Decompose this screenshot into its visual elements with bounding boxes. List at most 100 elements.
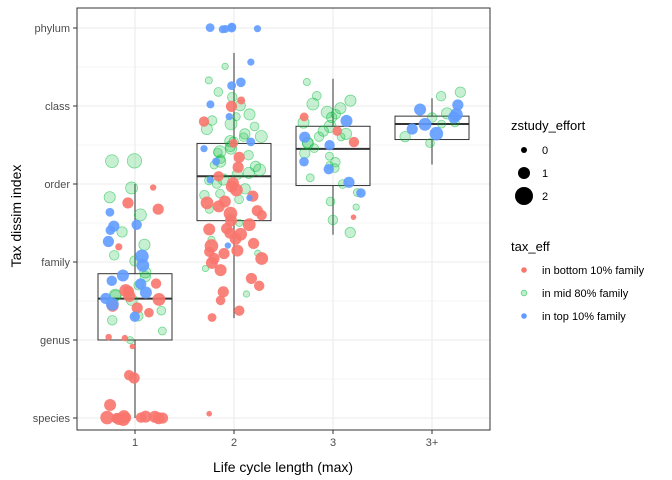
point xyxy=(139,286,152,299)
point xyxy=(152,203,164,215)
point xyxy=(327,214,339,226)
point xyxy=(215,295,226,306)
point xyxy=(103,191,116,204)
point xyxy=(344,94,357,107)
point xyxy=(109,250,120,261)
point xyxy=(206,410,212,417)
point xyxy=(425,138,435,148)
point xyxy=(105,154,119,168)
legend-size-label: 0 xyxy=(542,145,548,157)
point xyxy=(324,139,335,151)
point xyxy=(242,218,256,232)
box xyxy=(97,273,173,341)
point xyxy=(238,132,249,142)
legend-color-key xyxy=(521,267,527,273)
legend-color-key xyxy=(521,313,527,319)
point xyxy=(131,302,143,314)
point xyxy=(429,126,444,141)
point xyxy=(131,219,142,230)
boxplot-3+ xyxy=(394,98,470,165)
point xyxy=(156,305,167,316)
point xyxy=(198,116,210,127)
point xyxy=(317,125,329,137)
point xyxy=(221,62,229,71)
point xyxy=(426,112,438,123)
point xyxy=(236,77,246,88)
legend-size: zstudy_effort 0 1 2 xyxy=(511,118,586,205)
point xyxy=(330,108,341,120)
point xyxy=(221,24,230,33)
point xyxy=(313,131,325,142)
point xyxy=(133,208,147,222)
point xyxy=(255,252,269,265)
point xyxy=(305,173,315,183)
x-axis-title: Life cycle length (max) xyxy=(213,459,353,475)
point xyxy=(343,176,355,188)
point xyxy=(340,114,353,127)
data-points xyxy=(100,22,466,427)
point xyxy=(224,242,232,249)
point xyxy=(218,247,230,260)
point xyxy=(150,278,162,289)
point xyxy=(324,151,334,161)
point xyxy=(233,151,245,163)
point xyxy=(437,119,446,129)
x-tick-label: 2 xyxy=(231,437,237,449)
point xyxy=(212,157,221,166)
point xyxy=(122,197,134,209)
point xyxy=(205,23,215,33)
point xyxy=(414,103,427,116)
panel-border xyxy=(76,7,491,431)
point xyxy=(229,138,238,148)
point xyxy=(253,25,262,33)
point xyxy=(344,226,356,239)
point xyxy=(332,126,343,136)
y-tick-label: order xyxy=(44,179,70,191)
x-tick-label: 1 xyxy=(132,437,138,449)
point xyxy=(232,161,244,173)
point xyxy=(243,150,254,161)
legend-size-label: 1 xyxy=(542,168,548,180)
point xyxy=(123,369,135,381)
point xyxy=(129,343,136,350)
point xyxy=(214,264,227,277)
point xyxy=(352,203,360,211)
point xyxy=(129,311,140,322)
grid-minor xyxy=(77,66,490,380)
point xyxy=(204,76,213,85)
point xyxy=(200,145,208,153)
point xyxy=(157,326,167,336)
point xyxy=(242,166,255,179)
boxplots xyxy=(97,52,470,418)
point xyxy=(299,112,309,122)
point xyxy=(125,181,138,195)
point xyxy=(239,128,251,140)
x-tick-label: 3 xyxy=(330,437,336,449)
point xyxy=(105,297,119,311)
legend-size-key xyxy=(521,147,527,153)
point xyxy=(135,412,147,423)
point xyxy=(105,207,115,217)
point xyxy=(245,272,258,285)
point xyxy=(234,305,245,316)
point xyxy=(253,163,267,177)
legend-size-title: zstudy_effort xyxy=(511,118,586,133)
point xyxy=(309,143,319,153)
point xyxy=(452,99,464,111)
point xyxy=(120,412,132,424)
point xyxy=(399,131,411,143)
y-tick-label: genus xyxy=(40,335,70,347)
point xyxy=(225,112,233,121)
point xyxy=(323,164,334,175)
point xyxy=(102,235,115,248)
legend-color-label: in top 10% family xyxy=(542,311,626,323)
point xyxy=(325,196,336,207)
point xyxy=(299,147,311,159)
point xyxy=(217,286,229,298)
legend-color-label: in mid 80% family xyxy=(542,288,629,300)
point xyxy=(448,111,461,124)
point xyxy=(144,307,154,318)
point xyxy=(227,22,237,32)
point xyxy=(224,227,236,239)
